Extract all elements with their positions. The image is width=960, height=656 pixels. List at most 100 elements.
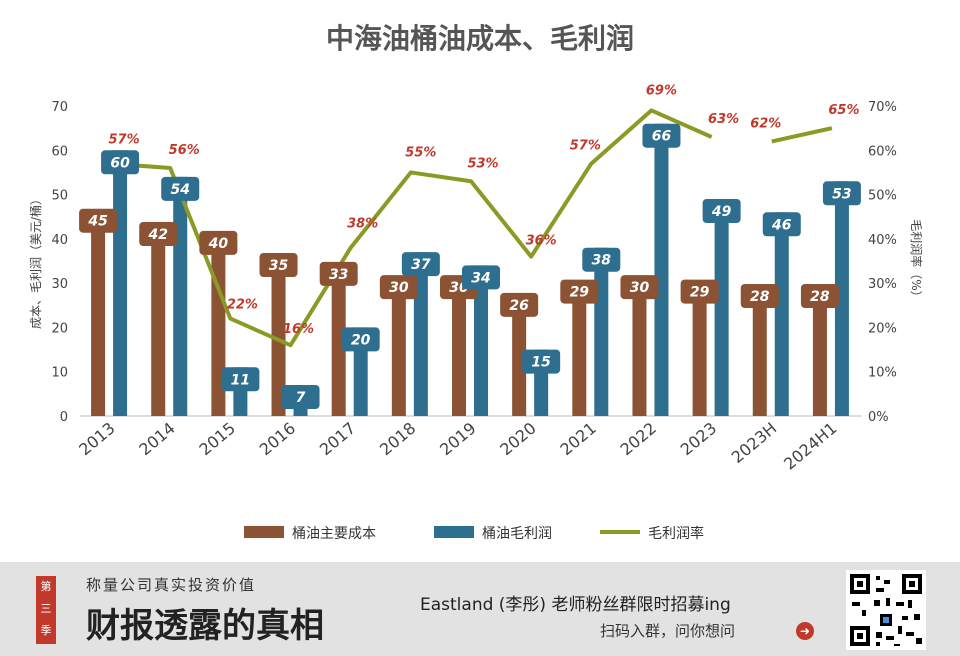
margin-line-h1 <box>771 126 833 144</box>
x-tick-label: 2017 <box>316 419 359 460</box>
margin-data-label: 65% <box>828 103 859 118</box>
y2-tick-label: 50% <box>868 189 897 204</box>
margin-line <box>109 108 713 348</box>
cost-data-label-bg <box>319 261 358 286</box>
cost-data-label-bg <box>199 230 238 255</box>
margin-data-label: 53% <box>467 156 498 171</box>
y2-tick-label: 0% <box>868 410 889 425</box>
season-tag: 第三季 <box>36 576 56 644</box>
x-tick-label: 2023H <box>728 419 781 467</box>
x-tick-label: 2023 <box>677 419 720 460</box>
margin-data-label: 57% <box>109 133 140 148</box>
profit-data-label: 34 <box>471 270 490 286</box>
cost-bar <box>632 283 647 416</box>
profit-data-label-bg <box>702 199 741 223</box>
legend-swatch <box>434 526 474 538</box>
profit-data-label-bg <box>221 367 260 392</box>
cost-data-label-bg <box>379 275 418 300</box>
profit-data-label-bg <box>341 327 380 352</box>
cost-data-label-bg <box>139 222 178 246</box>
margin-data-label: 16% <box>283 322 314 337</box>
cost-bar <box>812 292 827 416</box>
margin-data-label: 69% <box>646 83 677 98</box>
y2-tick-label: 20% <box>868 321 897 336</box>
x-tick-label: 2021 <box>556 419 599 460</box>
cost-bar <box>512 300 527 416</box>
cost-data-label-bg <box>800 284 839 308</box>
profit-data-label: 11 <box>231 372 250 388</box>
x-tick-label: 2022 <box>617 419 660 460</box>
cost-bar <box>452 283 466 416</box>
qr-code-icon <box>846 570 926 650</box>
y-tick-label: 40 <box>51 233 68 248</box>
profit-data-label: 49 <box>711 204 732 220</box>
profit-bar <box>113 150 128 417</box>
profit-data-label-bg <box>762 212 801 237</box>
cost-bar <box>391 283 406 416</box>
x-tick-label: 2020 <box>496 419 539 460</box>
cost-data-label-bg <box>500 292 539 317</box>
legend-swatch <box>244 526 284 538</box>
profit-data-label-bg <box>161 176 200 201</box>
margin-data-label: 62% <box>750 116 781 131</box>
cost-data-label: 30 <box>389 280 409 296</box>
cost-bar <box>91 216 106 416</box>
combo-chart: 中海油桶油成本、毛利润 0 10 20 30 40 50 60 70 0% 10% 20% 30% 40%… <box>28 22 924 542</box>
y-tick-label: 50 <box>51 189 68 204</box>
profit-data-label: 60 <box>110 155 130 171</box>
x-tick-label: 2013 <box>75 419 118 460</box>
cost-bar <box>692 287 707 416</box>
profit-data-label: 20 <box>351 332 371 348</box>
cost-data-label: 42 <box>147 227 167 243</box>
y-tick-label: 10 <box>51 366 68 381</box>
profit-data-label-bg <box>582 247 621 272</box>
profit-data-label-bg <box>642 123 681 148</box>
y-tick-label: 30 <box>51 277 68 292</box>
profit-bar <box>474 265 488 416</box>
y-tick-label: 60 <box>51 144 68 159</box>
profit-data-label: 7 <box>296 390 306 406</box>
profit-data-label-bg <box>822 181 861 206</box>
x-tick-label: 2015 <box>196 419 239 460</box>
x-tick-label: 2014 <box>135 419 178 460</box>
margin-data-label: 38% <box>347 217 378 232</box>
cost-data-label: 30 <box>630 280 650 296</box>
profit-data-label-bg <box>462 265 500 290</box>
scan-text: 扫码入群，问你想问 <box>600 622 736 640</box>
profit-data-label-bg <box>101 150 140 175</box>
margin-data-label: 36% <box>526 234 557 249</box>
x-tick-label: 2024H1 <box>780 419 840 474</box>
y2-tick-label: 70% <box>868 100 897 115</box>
y-tick-label: 0 <box>60 410 68 425</box>
legend-label: 桶油毛利润 <box>482 526 552 542</box>
cost-bar <box>572 287 587 416</box>
x-tick-label: 2016 <box>256 419 299 460</box>
y2-tick-label: 10% <box>868 366 897 381</box>
chart-area: 中海油桶油成本、毛利润 0 10 20 30 40 50 60 70 0% 10% 20% 30% 40%… <box>28 22 924 542</box>
cost-data-label-bg <box>680 279 719 304</box>
cost-data-label: 33 <box>329 267 348 283</box>
x-tick-label: 2018 <box>376 419 419 460</box>
promo-text: Eastland (李彤) 老师粉丝群限时招募ing <box>420 595 731 615</box>
arrow-right-icon[interactable]: ➜ <box>796 622 814 640</box>
profit-data-label: 46 <box>771 217 792 233</box>
footer-title: 财报透露的真相 <box>86 606 324 646</box>
y-tick-label: 20 <box>51 321 68 336</box>
cost-data-label-bg <box>259 253 298 277</box>
profit-data-label: 38 <box>592 253 612 269</box>
cost-data-label-bg <box>740 284 779 308</box>
y-axis-label: 成本、毛利润（美元/桶） <box>28 193 43 329</box>
cost-data-label: 28 <box>810 289 830 305</box>
cost-data-label: 26 <box>509 298 529 314</box>
profit-bar <box>834 181 849 416</box>
margin-data-label: 56% <box>169 143 200 158</box>
profit-bar <box>714 199 729 416</box>
cost-data-label: 29 <box>690 285 710 301</box>
margin-data-label: 63% <box>708 112 739 127</box>
y2-tick-label: 30% <box>868 277 897 292</box>
profit-data-label: 54 <box>170 182 189 198</box>
profit-bar <box>594 247 609 416</box>
cost-data-label-bg <box>79 208 118 233</box>
profit-bar <box>774 212 789 416</box>
margin-data-label: 57% <box>570 139 601 154</box>
